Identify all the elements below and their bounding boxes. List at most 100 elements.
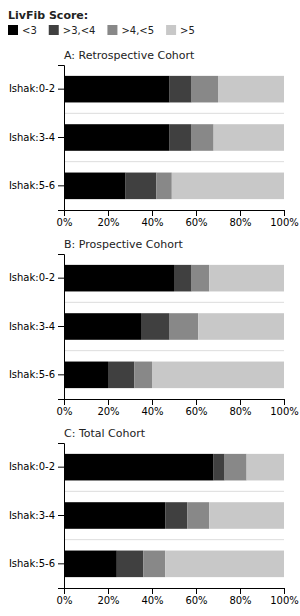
tick-label: 80%	[229, 406, 251, 417]
tick-label: 100%	[270, 595, 299, 606]
tick-label: 100%	[270, 217, 299, 228]
tick-mark	[58, 137, 64, 138]
tick-label: 80%	[229, 595, 251, 606]
series	[64, 76, 170, 199]
tick: 80%	[229, 210, 251, 228]
tick: 60%	[185, 399, 207, 417]
legend-swatch	[8, 25, 18, 35]
tick-mark	[152, 399, 153, 405]
bar-segment	[143, 551, 165, 578]
bar-segment	[192, 124, 214, 151]
bar-segment	[64, 173, 126, 200]
bar-segment	[192, 265, 210, 292]
tick-mark	[58, 278, 64, 279]
separator	[64, 539, 284, 540]
tick: 80%	[229, 588, 251, 606]
plot-area: 0%20%40%60%80%100%Ishak:5-6Ishak:3-4Isha…	[9, 444, 299, 607]
series	[172, 76, 284, 199]
legend-item: >4,<5	[107, 25, 154, 36]
legend-swatch	[166, 25, 176, 35]
tick: 100%	[270, 399, 299, 417]
series	[165, 454, 284, 577]
tick-mark	[196, 399, 197, 405]
tick-label: 40%	[141, 406, 163, 417]
separators	[64, 302, 284, 350]
tick-mark	[196, 210, 197, 216]
bar-segment	[209, 265, 284, 292]
legend: LivFib Score:<3>3,<4>4,<5>5	[8, 9, 195, 36]
value-axis: 0% 20% 40% 60% 80% 100%	[57, 210, 299, 228]
tick-mark	[284, 399, 285, 405]
bar-segment	[152, 362, 284, 389]
tick-label: 0%	[57, 406, 73, 417]
tick: 40%	[141, 588, 163, 606]
tick: Ishak:5-6	[9, 180, 64, 191]
tick-label: Ishak:5-6	[9, 180, 55, 191]
tick-label: Ishak:0-2	[9, 272, 55, 283]
tick: 100%	[270, 588, 299, 606]
chart-container: LivFib Score:<3>3,<4>4,<5>50%20%40%60%80…	[0, 0, 300, 616]
tick: Ishak:0-2	[9, 461, 64, 472]
tick-label: Ishak:5-6	[9, 369, 55, 380]
bar-segment	[64, 502, 165, 529]
tick-mark	[108, 399, 109, 405]
tick-mark	[284, 210, 285, 216]
tick-label: 40%	[141, 217, 163, 228]
tick: 0%	[57, 399, 73, 417]
bars	[64, 265, 284, 388]
tick-mark	[108, 210, 109, 216]
axis-line	[65, 211, 285, 217]
plot-area: 0%20%40%60%80%100%Ishak:5-6Ishak:3-4Isha…	[9, 255, 299, 418]
bar-segment	[174, 265, 192, 292]
separator	[64, 302, 284, 303]
tick: 0%	[57, 210, 73, 228]
tick-label: 0%	[57, 595, 73, 606]
tick-label: 20%	[97, 217, 119, 228]
tick-label: 0%	[57, 217, 73, 228]
category-axis: Ishak:5-6 Ishak:3-4 Ishak:0-2	[9, 66, 65, 211]
tick-label: 60%	[185, 217, 207, 228]
bar-segment	[141, 313, 170, 340]
tick: 40%	[141, 210, 163, 228]
tick-label: 40%	[141, 595, 163, 606]
separators	[64, 113, 284, 161]
tick-mark	[58, 374, 64, 375]
axis-line	[58, 444, 65, 589]
tick-label: 80%	[229, 217, 251, 228]
tick-mark	[196, 588, 197, 594]
bar-segment	[225, 454, 247, 481]
tick-mark	[58, 185, 64, 186]
separator	[64, 350, 284, 351]
tick-label: Ishak:0-2	[9, 461, 55, 472]
tick: 80%	[229, 399, 251, 417]
tick-mark	[58, 563, 64, 564]
panel-title: B: Prospective Cohort	[64, 238, 184, 251]
legend-item: >5	[166, 25, 195, 36]
bar-segment	[247, 454, 284, 481]
bar-segment	[156, 173, 171, 200]
tick: Ishak:5-6	[9, 369, 64, 380]
bar-segment	[134, 362, 152, 389]
panel-title: C: Total Cohort	[64, 427, 146, 440]
bar-segment	[117, 551, 143, 578]
tick: 20%	[97, 210, 119, 228]
value-axis: 0%20%40%60%80%100%	[57, 588, 299, 606]
bar-segment	[192, 76, 218, 103]
tick-mark	[58, 326, 64, 327]
chart-svg: LivFib Score:<3>3,<4>4,<5>50%20%40%60%80…	[0, 0, 300, 616]
tick: Ishak:3-4	[9, 132, 64, 143]
tick-mark	[240, 210, 241, 216]
tick-mark	[284, 588, 285, 594]
bar-segment	[170, 313, 199, 340]
bar-segment	[214, 124, 284, 151]
tick-label: 60%	[185, 406, 207, 417]
tick-label: 100%	[270, 406, 299, 417]
bar-segment	[64, 454, 214, 481]
tick: 60%	[185, 588, 207, 606]
tick: Ishak:0-2	[9, 83, 64, 94]
separator	[64, 491, 284, 492]
tick-mark	[240, 399, 241, 405]
bar-segment	[64, 362, 108, 389]
bar-segment	[108, 362, 134, 389]
bar-segment	[209, 502, 284, 529]
